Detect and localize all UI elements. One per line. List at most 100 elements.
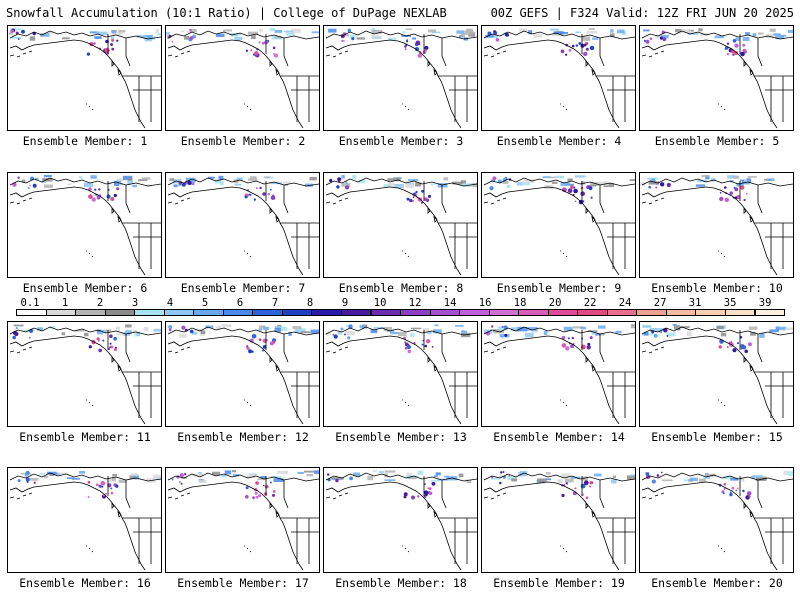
member-label: Ensemble Member: 6 [22, 281, 148, 295]
colorbar-swatch [16, 309, 47, 316]
coastlines [325, 472, 477, 571]
colorbar-tick-label: 24 [618, 297, 632, 309]
map-plot [325, 28, 477, 129]
member-map-panel [481, 467, 636, 573]
colorbar-tick-label: 10 [373, 297, 387, 309]
snowfall-shading [483, 324, 635, 351]
colorbar-tick-label: 1 [61, 297, 69, 309]
member-label: Ensemble Member: 7 [180, 281, 306, 295]
map-plot [9, 175, 161, 276]
colorbar-tick-label: 35 [723, 297, 737, 309]
snowfall-shading [168, 324, 319, 354]
colorbar-tick-label: 22 [583, 297, 597, 309]
member-map-panel [165, 172, 320, 278]
colorbar-tick-label: 0.1 [20, 297, 40, 309]
colorbar-swatch [281, 309, 313, 316]
colorbar-swatch [459, 309, 490, 316]
coastlines [167, 177, 319, 276]
snowfall-shading [17, 470, 161, 499]
colorbar-swatch [724, 309, 756, 316]
member-label: Ensemble Member: 12 [177, 430, 309, 444]
colorbar-tick-label: 8 [306, 297, 314, 309]
colorbar-swatch [252, 309, 283, 316]
coastlines [9, 30, 161, 129]
map-plot [166, 28, 319, 129]
colorbar-tick-label: 4 [166, 297, 174, 309]
member-label: Ensemble Member: 2 [180, 134, 306, 148]
member-label: Ensemble Member: 14 [493, 430, 625, 444]
member-map-panel [639, 25, 794, 131]
colorbar-tick-label: 5 [201, 297, 209, 309]
member-map-panel [481, 172, 636, 278]
colorbar-tick-label: 18 [513, 297, 527, 309]
colorbar-tick-label: 31 [688, 297, 702, 309]
map-plot [325, 175, 477, 276]
member-map-panel [7, 467, 162, 573]
snowfall-shading [485, 28, 627, 57]
member-label: Ensemble Member: 18 [335, 576, 467, 590]
snowfall-shading [640, 175, 775, 203]
coastlines [167, 472, 319, 571]
member-map-panel [323, 172, 478, 278]
coastlines [9, 177, 161, 276]
member-map-panel [7, 321, 162, 427]
coastlines [167, 30, 319, 129]
member-map-panel [7, 25, 162, 131]
map-plot [483, 28, 635, 129]
colorbar-swatch [577, 309, 608, 316]
colorbar-tick-label: 20 [548, 297, 562, 309]
colorbar-swatch [163, 309, 195, 316]
map-plot [8, 28, 161, 129]
map-plot [325, 324, 477, 425]
member-map-panel [639, 321, 794, 427]
member-map-panel [639, 172, 794, 278]
member-map-panel [323, 25, 478, 131]
colorbar-swatch [311, 309, 342, 316]
run-valid-time: 00Z GEFS | F324 Valid: 12Z FRI JUN 20 20… [490, 6, 794, 20]
member-map-panel [481, 25, 636, 131]
coastlines [641, 472, 793, 571]
map-plot [641, 324, 793, 425]
member-map-panel [7, 172, 162, 278]
member-label: Ensemble Member: 16 [19, 576, 151, 590]
colorbar-swatch [370, 309, 401, 316]
map-plot [640, 175, 793, 276]
colorbar-tick-label: 27 [653, 297, 667, 309]
member-label: Ensemble Member: 10 [651, 281, 783, 295]
coastlines [483, 177, 635, 276]
chart-title: Snowfall Accumulation (10:1 Ratio) | Col… [6, 6, 447, 20]
map-plot [167, 470, 319, 571]
colorbar-swatch [518, 309, 549, 316]
colorbar-swatch [636, 309, 667, 316]
coastlines [641, 177, 793, 276]
snowfall-shading [490, 471, 635, 500]
member-label: Ensemble Member: 15 [651, 430, 783, 444]
coastlines [9, 472, 161, 571]
member-map-panel [165, 321, 320, 427]
coastlines [483, 326, 635, 425]
member-map-panel [323, 321, 478, 427]
map-plot [641, 28, 793, 129]
colorbar-tick-label: 2 [96, 297, 104, 309]
colorbar-swatch [754, 309, 785, 316]
coastlines [483, 30, 635, 129]
colorbar-swatch [488, 309, 520, 316]
coastlines [9, 326, 161, 425]
colorbar-tick-label: 16 [478, 297, 492, 309]
colorbar-tick-label: 3 [131, 297, 139, 309]
map-plot [9, 470, 161, 571]
colorbar-swatch [606, 309, 638, 316]
map-plot [641, 470, 793, 571]
colorbar-swatch [547, 309, 579, 316]
colorbar-swatch [134, 309, 165, 316]
member-map-panel [165, 25, 320, 131]
snowfall-shading [166, 28, 319, 58]
member-label: Ensemble Member: 5 [654, 134, 780, 148]
map-plot [167, 324, 319, 425]
coastlines [641, 326, 793, 425]
colorbar-swatch [695, 309, 726, 316]
colorbar-swatch [340, 309, 372, 316]
colorbar-swatch [665, 309, 697, 316]
colorbar-tick-label: 12 [408, 297, 422, 309]
snowfall-shading [328, 28, 476, 58]
